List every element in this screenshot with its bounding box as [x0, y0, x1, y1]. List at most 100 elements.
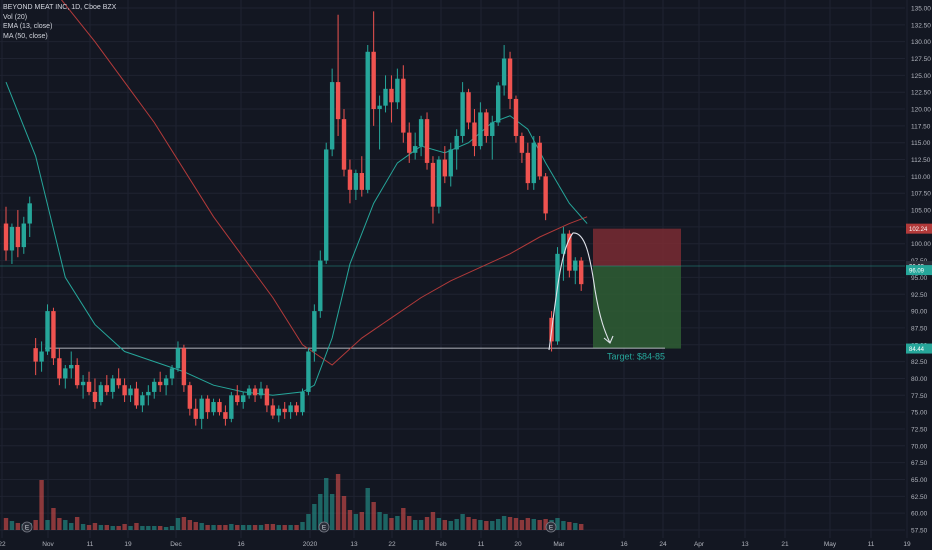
time-tick-label: 13: [741, 541, 749, 548]
volume-bar: [110, 526, 115, 530]
candle: [264, 385, 270, 413]
volume-bar: [270, 524, 276, 530]
volume-bar: [466, 517, 471, 530]
volume-bar: [146, 526, 151, 530]
indicator-lines: [5, 0, 665, 396]
candle: [276, 405, 281, 423]
volume-bar: [341, 496, 347, 530]
volume-bar: [365, 488, 370, 530]
svg-text:E: E: [25, 525, 30, 532]
volume-bar: [460, 514, 465, 530]
svg-text:E: E: [549, 525, 554, 532]
svg-text:E: E: [322, 525, 327, 532]
candle: [318, 250, 323, 318]
volume-bar: [288, 525, 293, 530]
target-label: Target: $84-85: [607, 352, 665, 362]
volume-bar: [383, 514, 388, 530]
time-tick-label: 11: [868, 541, 875, 548]
volume-bar: [353, 514, 359, 530]
candle: [531, 135, 536, 190]
candle: [282, 402, 287, 419]
volume-bar: [246, 525, 252, 530]
candle: [51, 307, 56, 365]
volume-bar: [157, 526, 163, 530]
candle: [359, 156, 364, 197]
indicator-ma[interactable]: MA (50, close): [3, 32, 48, 40]
volume-bar: [436, 518, 442, 530]
time-tick-label: Mar: [553, 541, 565, 548]
volume-bar: [241, 525, 246, 530]
volume-bar: [377, 512, 382, 530]
time-axis[interactable]: 22 Nov 11 19 Dec 16 2020 13 22 Feb 11 20 Mar 16 24 Apr 1…: [0, 541, 911, 548]
axis-price-label: 84.44: [906, 343, 932, 354]
ema13-line: [5, 81, 588, 396]
candle: [395, 68, 400, 110]
volume-bar: [501, 516, 507, 530]
candle: [246, 385, 252, 399]
candle: [57, 348, 62, 386]
candle: [466, 88, 471, 130]
volume-bar: [418, 520, 424, 530]
candle: [442, 146, 448, 184]
price-tick-label: 112.50: [911, 157, 931, 164]
candle: [86, 371, 92, 396]
volume-bar: [484, 521, 489, 530]
candle: [9, 223, 15, 264]
price-tick-label: 117.50: [911, 123, 931, 130]
time-tick-label: 24: [659, 541, 667, 548]
axis-price-label: 96.09: [906, 265, 932, 276]
time-tick-label: 16: [237, 541, 245, 548]
price-tick-label: 100.00: [911, 241, 931, 248]
candle: [223, 405, 228, 426]
candle: [45, 304, 50, 355]
candle: [454, 129, 459, 170]
time-tick-label: Apr: [694, 541, 705, 548]
volume-bar: [294, 525, 299, 530]
indicator-volume[interactable]: Vol (20): [3, 13, 28, 21]
time-tick-label: 22: [0, 541, 6, 548]
time-tick-label: May: [824, 541, 837, 548]
candle: [478, 102, 483, 150]
volume-bar: [543, 519, 548, 530]
svg-text:102.24: 102.24: [909, 227, 928, 233]
time-tick-label: Dec: [170, 541, 182, 548]
price-axis[interactable]: 135.00 132.50 130.00 127.50 125.00 122.50 120.…: [906, 6, 932, 535]
price-tick-label: 115.00: [911, 140, 931, 147]
volume-bar: [567, 522, 572, 530]
volume-bar: [116, 526, 121, 530]
candle: [424, 112, 430, 170]
volume-bar: [258, 525, 264, 530]
take-profit-zone: [593, 266, 681, 349]
candle: [229, 391, 234, 423]
candle: [294, 402, 299, 416]
volume-bar: [69, 523, 74, 530]
candle: [430, 156, 436, 224]
candle: [193, 398, 198, 426]
volume-bar: [104, 525, 110, 530]
price-tick-label: 125.00: [911, 73, 931, 80]
volume-bar: [276, 525, 281, 530]
candle: [33, 338, 38, 376]
candle: [561, 226, 566, 281]
price-tick-label: 135.00: [911, 6, 931, 13]
time-tick-label: 2020: [303, 541, 318, 548]
volume-bar: [9, 521, 15, 530]
indicator-ema[interactable]: EMA (13, close): [3, 23, 53, 30]
price-tick-label: 105.00: [911, 208, 931, 215]
time-tick-label: 19: [903, 541, 911, 548]
candle: [288, 402, 293, 419]
volume-bar: [412, 520, 418, 530]
volume-bar: [252, 525, 258, 530]
candle: [513, 95, 519, 143]
volume-bar: [561, 521, 566, 530]
volume-bar: [181, 517, 187, 530]
candle: [567, 230, 572, 278]
volume-bar: [235, 525, 240, 530]
volume-bar: [531, 519, 536, 530]
price-tick-label: 82.50: [911, 359, 928, 366]
volume-bar: [448, 521, 453, 530]
svg-text:96.09: 96.09: [909, 269, 925, 275]
candle: [448, 142, 453, 187]
volume-bar: [199, 523, 204, 530]
